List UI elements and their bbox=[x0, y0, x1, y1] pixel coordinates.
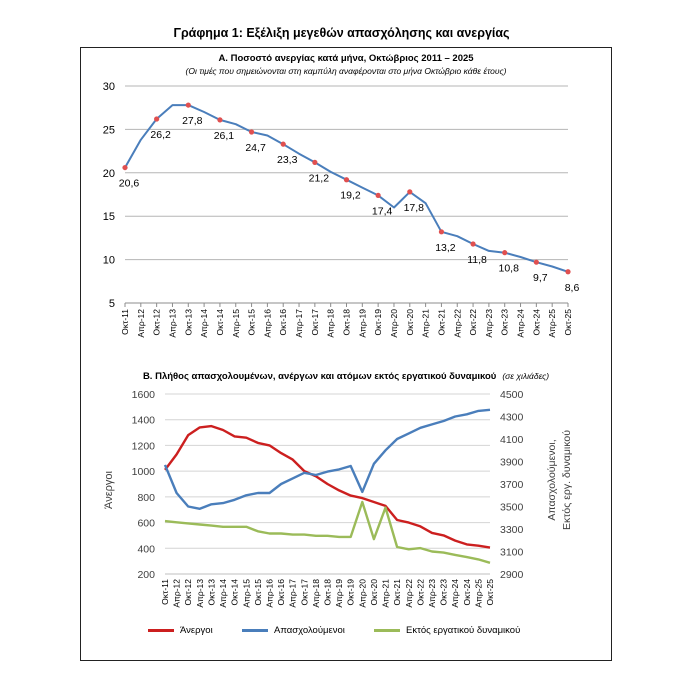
legend-outside-label: Εκτός εργατικού δυναμικού bbox=[406, 625, 521, 636]
chart-a-panel: Α. Ποσοστό ανεργίας κατά μήνα, Οκτώβριος… bbox=[80, 47, 612, 370]
main-title: Γράφημα 1: Εξέλιξη μεγεθών απασχόλησης κ… bbox=[173, 26, 510, 40]
chart-b-subtitle: (σε χιλιάδες) bbox=[502, 371, 550, 381]
legend-unemployed: Άνεργοι bbox=[148, 625, 213, 637]
chart-b-title-row: Β. Πλήθος απασχολουμένων, ανέργων και ατ… bbox=[81, 371, 611, 382]
legend-employed-label: Απασχολούμενοι bbox=[274, 625, 345, 636]
legend-employed: Απασχολούμενοι bbox=[242, 625, 345, 637]
legend-unemployed-label: Άνεργοι bbox=[180, 625, 213, 636]
chart-a-subtitle: (Οι τιμές που σημειώνονται στη καμπύλη α… bbox=[185, 66, 507, 76]
chart-b-panel: Β. Πλήθος απασχολουμένων, ανέργων και ατ… bbox=[80, 368, 612, 661]
chart-b-title: Β. Πλήθος απασχολουμένων, ανέργων και ατ… bbox=[142, 371, 497, 382]
chart-a-title: Α. Ποσοστό ανεργίας κατά μήνα, Οκτώβριος… bbox=[218, 53, 474, 64]
legend-outside-labour-force: Εκτός εργατικού δυναμικού bbox=[374, 625, 520, 637]
